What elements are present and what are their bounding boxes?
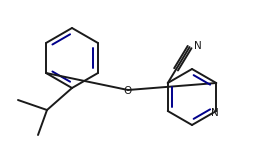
Text: O: O: [124, 86, 132, 96]
Text: N: N: [194, 41, 201, 51]
Text: N: N: [211, 108, 219, 118]
